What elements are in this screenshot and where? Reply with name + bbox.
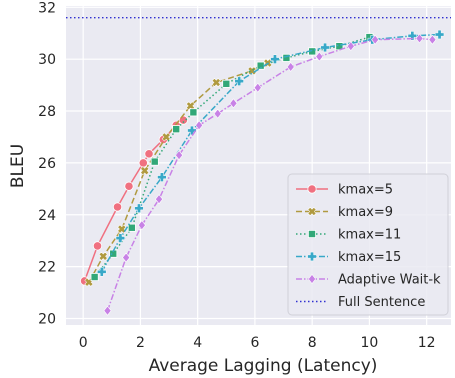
series-layer xyxy=(80,29,445,316)
legend-entry: kmax=5 xyxy=(296,183,393,198)
x-tick-label: 8 xyxy=(308,335,317,351)
data-point xyxy=(270,54,280,64)
data-point xyxy=(286,61,295,72)
legend-swatch-marker xyxy=(307,229,316,238)
data-point xyxy=(127,223,136,232)
data-point xyxy=(134,203,144,213)
data-point xyxy=(115,233,126,243)
series-line xyxy=(94,36,370,278)
data-point xyxy=(98,251,108,261)
legend-entry: kmax=15 xyxy=(296,250,401,265)
x-tick-label: 0 xyxy=(79,335,88,351)
y-tick-label: 26 xyxy=(38,156,56,172)
y-tick-labels: 20 22 24 26 28 30 32 xyxy=(38,0,56,327)
data-point xyxy=(155,194,164,205)
data-point xyxy=(428,34,437,45)
legend-entry: kmax=9 xyxy=(296,205,393,220)
x-tick-label: 6 xyxy=(250,335,259,351)
data-point xyxy=(320,42,330,53)
data-point xyxy=(222,79,231,88)
y-axis-label: BLEU xyxy=(8,144,28,188)
legend-swatch-marker xyxy=(307,207,317,216)
data-point xyxy=(161,132,171,142)
legend-entry: Adaptive Wait-k xyxy=(296,273,441,288)
series-line xyxy=(101,33,440,273)
legend-label: kmax=11 xyxy=(338,228,401,243)
data-point xyxy=(140,166,150,176)
data-point xyxy=(137,220,146,231)
x-tick-label: 2 xyxy=(136,335,145,351)
legend-swatch-marker xyxy=(307,184,317,194)
legend-swatch-marker xyxy=(308,274,316,284)
y-tick-label: 22 xyxy=(38,260,56,276)
legend-label: kmax=9 xyxy=(338,205,393,220)
data-point xyxy=(195,120,204,131)
x-tick-label: 10 xyxy=(361,335,379,351)
y-tick-label: 20 xyxy=(38,312,56,328)
legend-label: Full Sentence xyxy=(338,295,425,310)
data-point xyxy=(371,34,380,45)
data-point xyxy=(175,150,184,161)
y-tick-label: 24 xyxy=(38,208,56,224)
legend-swatch-marker xyxy=(307,251,317,262)
data-point xyxy=(157,172,167,182)
data-point xyxy=(122,252,131,263)
legend-entry: kmax=11 xyxy=(296,228,401,243)
y-tick-label: 30 xyxy=(38,52,56,68)
data-point xyxy=(103,305,112,316)
data-point xyxy=(112,202,123,212)
data-point xyxy=(90,273,99,282)
legend-label: kmax=5 xyxy=(338,183,393,198)
data-point xyxy=(92,241,103,251)
series-adaptive-wait-k xyxy=(103,33,437,316)
data-point xyxy=(346,41,355,52)
data-point xyxy=(186,101,195,111)
data-point xyxy=(407,31,418,41)
y-tick-label: 32 xyxy=(38,0,56,16)
data-point xyxy=(124,181,134,191)
data-point xyxy=(172,125,181,134)
legend-label: kmax=15 xyxy=(338,250,401,265)
series-kmax-9 xyxy=(84,58,273,287)
legend: kmax=5 kmax=9 kmax=11 kmax=15 Adaptive Wait-… xyxy=(287,173,449,316)
data-point xyxy=(229,98,238,109)
legend-label: Adaptive Wait-k xyxy=(338,273,441,288)
data-point xyxy=(189,108,198,117)
data-point xyxy=(97,267,107,277)
data-point xyxy=(144,149,154,159)
data-point xyxy=(415,33,424,44)
data-point xyxy=(315,51,324,62)
data-point xyxy=(434,29,445,40)
data-point xyxy=(138,158,148,168)
data-point xyxy=(253,82,262,93)
series-line xyxy=(106,37,433,311)
x-tick-labels: 0 2 4 6 8 10 12 xyxy=(79,335,436,351)
x-tick-label: 4 xyxy=(193,335,202,351)
x-axis-label: Average Lagging (Latency) xyxy=(149,356,378,376)
data-point xyxy=(211,78,221,87)
data-point xyxy=(213,108,222,119)
data-point xyxy=(117,224,127,234)
data-point xyxy=(150,157,159,166)
y-tick-label: 28 xyxy=(38,104,56,120)
data-point xyxy=(282,53,291,62)
x-tick-label: 12 xyxy=(418,335,436,351)
data-point xyxy=(234,76,244,86)
legend-entry: Full Sentence xyxy=(296,295,425,310)
